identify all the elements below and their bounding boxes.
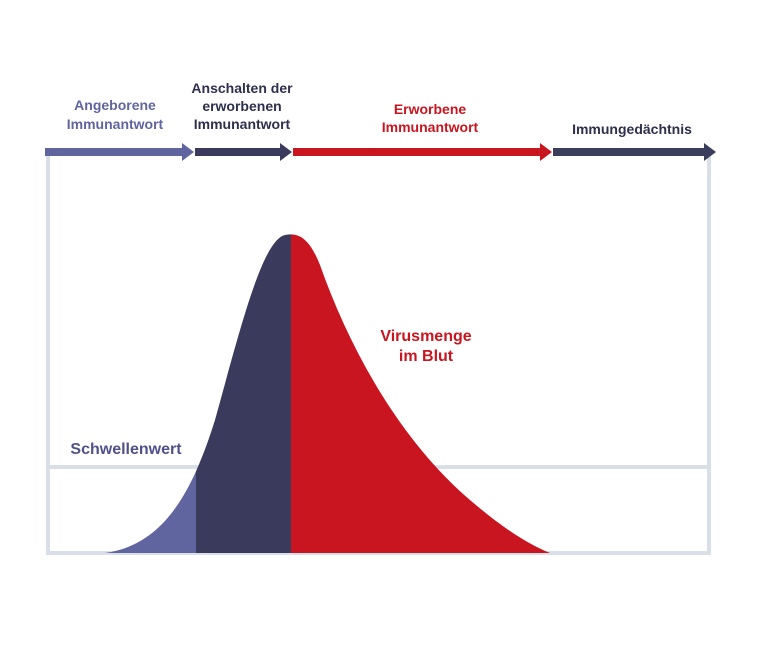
phase-label: Angeborene <box>74 97 156 113</box>
arrow-memory <box>553 143 716 161</box>
phase-label: Immunantwort <box>382 119 479 135</box>
curve-switch <box>196 234 291 553</box>
curve-innate <box>105 471 196 553</box>
phase-label: Immungedächtnis <box>572 121 692 137</box>
virus-curve <box>105 234 550 553</box>
phase-label: Erworbene <box>394 101 467 117</box>
arrow-switch <box>195 143 292 161</box>
curve-label: Virusmenge <box>380 328 471 345</box>
threshold-label: Schwellenwert <box>70 441 182 458</box>
phase-label: Immunantwort <box>194 116 291 132</box>
arrow-acquired <box>293 143 552 161</box>
phase-label: erworbenen <box>202 98 281 114</box>
curve-acquired <box>291 234 550 553</box>
phase-label: Anschalten der <box>191 80 293 96</box>
curve-label: im Blut <box>399 348 454 365</box>
arrows <box>45 143 716 161</box>
arrow-innate <box>45 143 194 161</box>
phase-label: Immunantwort <box>67 116 164 132</box>
